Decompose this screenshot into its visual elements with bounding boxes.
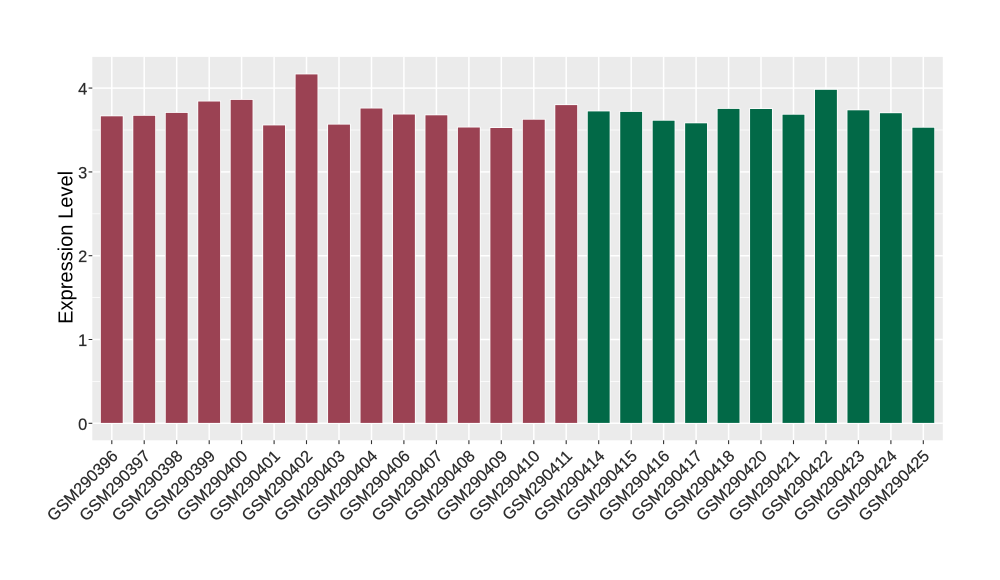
svg-text:3: 3 [78, 164, 87, 182]
svg-text:4: 4 [78, 81, 87, 99]
svg-text:Expression Level: Expression Level [55, 171, 77, 324]
svg-text:1: 1 [78, 332, 87, 350]
svg-text:2: 2 [78, 248, 87, 266]
svg-text:0: 0 [78, 416, 87, 434]
